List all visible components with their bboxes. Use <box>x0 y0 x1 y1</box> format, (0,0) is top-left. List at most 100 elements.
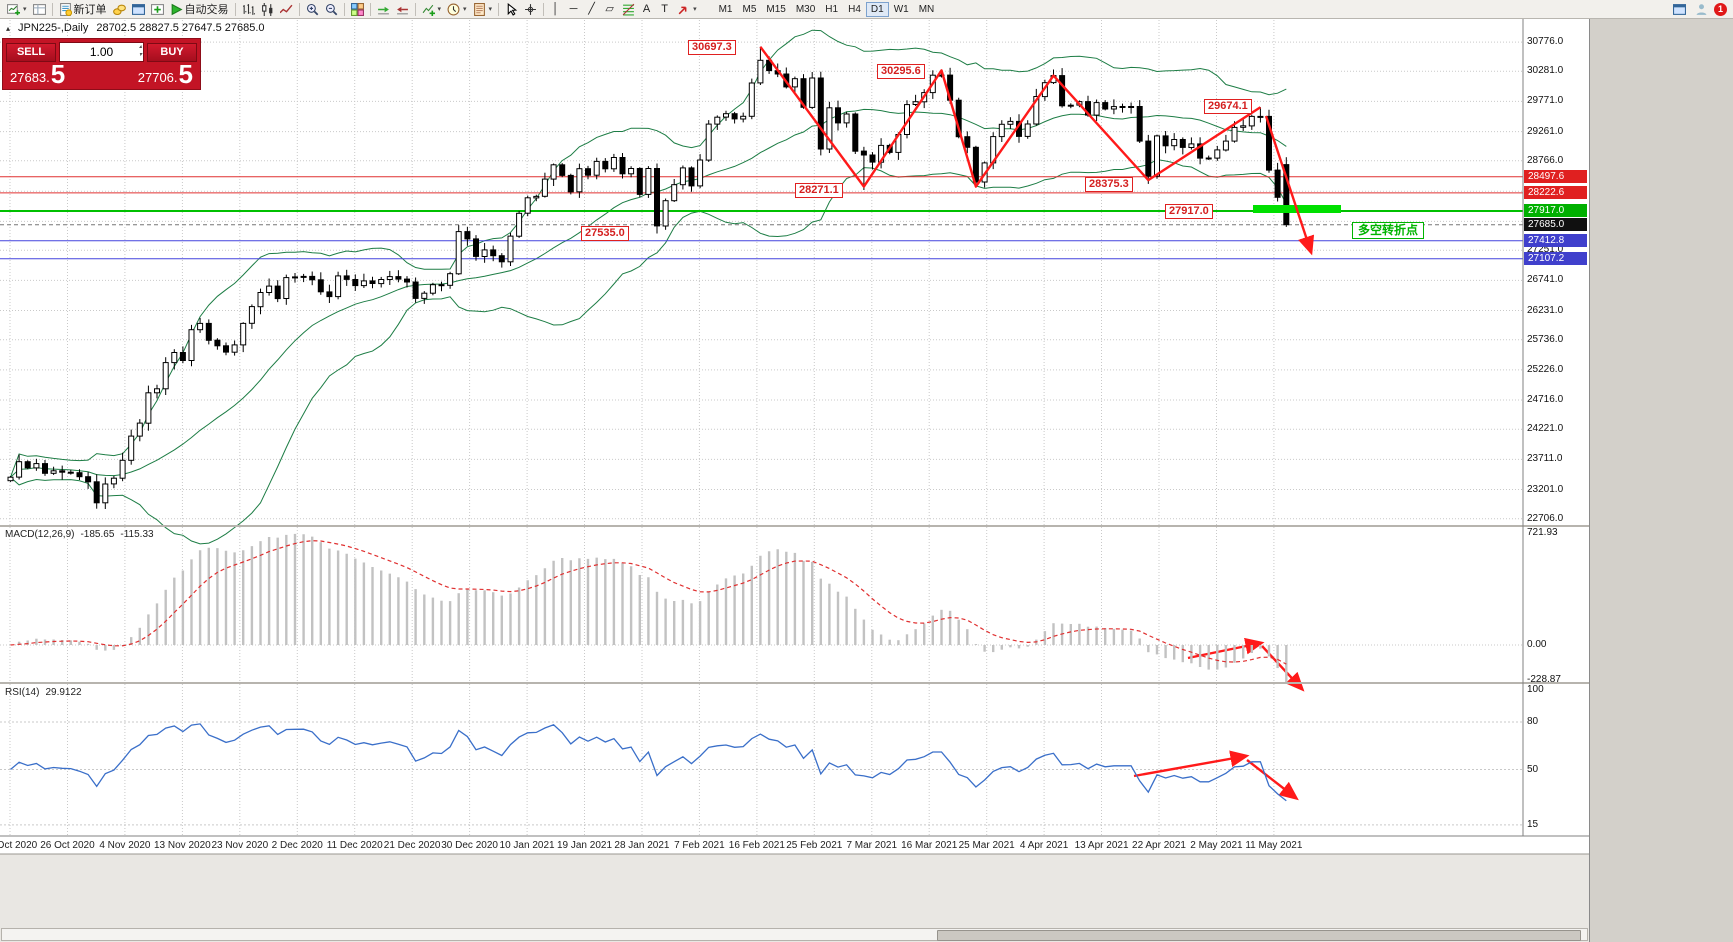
date-scale-label: 7 Feb 2021 <box>674 840 725 851</box>
fibonacci-button[interactable] <box>619 1 638 17</box>
timeframe-m5[interactable]: M5 <box>737 2 761 17</box>
text-label-button[interactable]: T <box>656 1 674 17</box>
toolbar-separator <box>343 2 345 16</box>
scrollbar-thumb[interactable] <box>937 930 1582 941</box>
timeframe-h4[interactable]: H4 <box>843 2 866 17</box>
date-scale-label: 7 Mar 2021 <box>846 840 898 851</box>
buy-button[interactable]: BUY <box>147 42 197 62</box>
timeframe-m30[interactable]: M30 <box>791 2 820 17</box>
crosshair-button[interactable] <box>521 1 540 17</box>
price-annotation[interactable]: 28375.3 <box>1085 177 1133 192</box>
templates-button[interactable]: ▾ <box>470 1 496 17</box>
alerts-icon <box>1673 3 1686 16</box>
shapes-button[interactable]: ▾ <box>674 1 700 17</box>
zoom-in-button[interactable] <box>303 1 322 17</box>
channel-button[interactable]: ▱ <box>601 1 619 17</box>
horizontal-line-button[interactable]: ─ <box>565 1 583 17</box>
one-click-toggle-icon[interactable]: ▴ <box>6 23 11 33</box>
text-button[interactable]: A <box>638 1 656 17</box>
trendline-icon: ╱ <box>588 3 595 15</box>
date-scale-label: 11 May 2021 <box>1245 840 1303 851</box>
profiles-button[interactable] <box>30 1 49 17</box>
auto-scroll-button[interactable] <box>374 1 393 17</box>
shapes-icon <box>677 3 690 16</box>
current-price-tag: 27685.0 <box>1524 218 1587 232</box>
lot-spinner[interactable]: ▴ ▾ <box>138 44 142 58</box>
bar-chart-button[interactable] <box>239 1 258 17</box>
rsi-scale-label: 100 <box>1527 684 1544 696</box>
lot-value: 1.00 <box>89 45 114 59</box>
tile-windows-button[interactable] <box>348 1 367 17</box>
horizontal-scrollbar[interactable] <box>1 928 1588 941</box>
price-scale-label: 29771.0 <box>1527 95 1564 107</box>
candlestick-chart-button[interactable] <box>258 1 277 17</box>
chart-shift-button[interactable] <box>393 1 412 17</box>
toolbar-separator <box>543 2 545 16</box>
price-annotation[interactable]: 28271.1 <box>795 183 843 198</box>
new-chart-button[interactable]: ▾ <box>4 1 30 17</box>
date-scale-label: 30 Dec 2020 <box>441 840 498 851</box>
macd-scale-label: -228.87 <box>1527 674 1561 686</box>
price-tag: 27412.8 <box>1524 234 1587 248</box>
chevron-down-icon: ▾ <box>693 6 697 13</box>
timeframe-m15[interactable]: M15 <box>761 2 790 17</box>
toolbar-right-group: 1 <box>1670 1 1729 17</box>
crosshair-icon <box>524 3 537 16</box>
zoom-out-button[interactable] <box>322 1 341 17</box>
autotrading-button[interactable]: 自动交易 <box>167 1 232 17</box>
macd-signal-value: -115.33 <box>120 529 154 540</box>
timeframe-h1[interactable]: H1 <box>820 2 843 17</box>
price-scale-label: 23711.0 <box>1527 453 1563 465</box>
price-annotation[interactable]: 27535.0 <box>581 226 629 241</box>
new-chart-icon <box>7 3 20 16</box>
periods-button[interactable]: ▾ <box>444 1 470 17</box>
trendline-button[interactable]: ╱ <box>583 1 601 17</box>
price-annotation[interactable]: 30295.6 <box>877 64 925 79</box>
date-scale-label: 28 Jan 2021 <box>614 840 670 851</box>
vertical-line-button[interactable]: │ <box>547 1 565 17</box>
date-scale-label: 4 Apr 2021 <box>1019 840 1069 851</box>
autotrading-icon <box>170 3 183 16</box>
timeframe-d1[interactable]: D1 <box>865 1 889 17</box>
date-scale-label: 11 Dec 2020 <box>326 840 383 851</box>
sell-button[interactable]: SELL <box>6 42 56 62</box>
horizontal-line-icon: ─ <box>569 3 578 15</box>
timeframe-m1[interactable]: M1 <box>714 2 738 17</box>
indicators-button[interactable]: ▾ <box>419 1 445 17</box>
macd-scale-label: 721.93 <box>1527 527 1558 539</box>
new-order-button[interactable]: 新订单 <box>56 1 110 17</box>
turning-point-note[interactable]: 多空转折点 <box>1352 222 1425 239</box>
notification-badge[interactable]: 1 <box>1714 2 1727 16</box>
price-scale-label: 25226.0 <box>1527 363 1564 375</box>
price-annotation[interactable]: 27917.0 <box>1165 204 1213 219</box>
navigator-button[interactable] <box>148 1 167 17</box>
lot-size-field[interactable]: 1.00 ▴ ▾ <box>59 42 144 62</box>
line-chart-button[interactable] <box>277 1 296 17</box>
sell-price: 27683. 5 <box>10 59 66 89</box>
data-window-button[interactable] <box>129 1 148 17</box>
zoom-out-icon <box>325 3 338 16</box>
date-scale-label: 23 Nov 2020 <box>211 840 269 851</box>
one-click-trading-panel: SELL 1.00 ▴ ▾ BUY 27683. 5 27706. 5 <box>2 38 201 90</box>
timeframe-w1[interactable]: W1 <box>889 2 914 17</box>
timeframe-mn[interactable]: MN <box>914 2 940 17</box>
rsi-scale-label: 50 <box>1527 763 1539 775</box>
finance-button[interactable] <box>110 1 129 17</box>
price-annotation[interactable]: 30697.3 <box>688 40 736 55</box>
price-scale-label: 29261.0 <box>1527 125 1564 137</box>
indicators-icon <box>422 3 435 16</box>
tile-windows-icon <box>350 2 364 16</box>
community-button[interactable] <box>1692 1 1711 17</box>
price-tag: 28222.6 <box>1524 186 1587 200</box>
price-tag: 28497.6 <box>1524 170 1587 184</box>
toolbar-separator <box>414 2 416 16</box>
cursor-button[interactable] <box>502 1 521 17</box>
rsi-indicator-title: RSI(14) 29.9122 <box>5 687 82 698</box>
date-scale-label: 19 Jan 2021 <box>556 840 613 851</box>
price-scale-label: 23201.0 <box>1527 483 1564 495</box>
alerts-button[interactable] <box>1670 1 1689 17</box>
price-scale-label: 26741.0 <box>1527 274 1564 286</box>
date-scale-label: 26 Oct 2020 <box>40 840 95 851</box>
price-annotation[interactable]: 29674.1 <box>1204 99 1252 114</box>
